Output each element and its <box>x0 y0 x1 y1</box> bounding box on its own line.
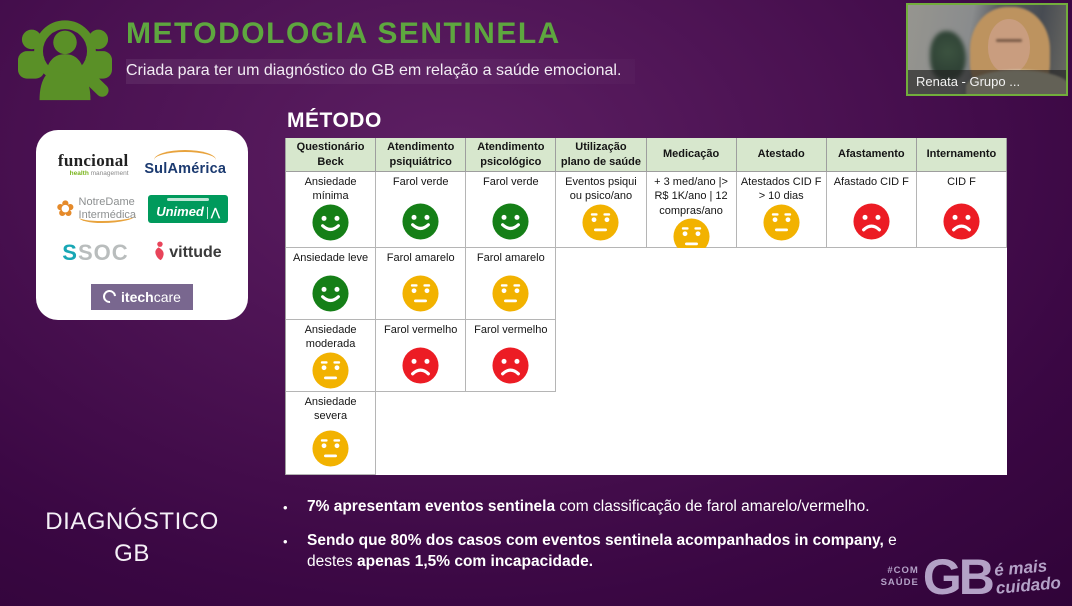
table-cell: Afastado CID F <box>826 172 917 248</box>
logo-row: ✿ NotreDame Intermédica Unimed ⋀ <box>50 194 234 223</box>
method-heading: MÉTODO <box>287 109 382 132</box>
table-cell: Farol verde <box>466 172 557 248</box>
table-cell: CID F <box>916 172 1007 248</box>
slide-subtitle: Criada para ter um diagnóstico do GB em … <box>126 59 636 84</box>
empty-cells <box>556 320 1007 392</box>
cell-text: Ansiedade severa <box>304 396 357 423</box>
table-cell: Ansiedade moderada <box>286 320 377 392</box>
cell-text: Ansiedade moderada <box>304 324 357 351</box>
bullet-text: Sendo que 80% dos casos com eventos sent… <box>307 531 897 570</box>
cell-text: Ansiedade leve <box>292 252 369 264</box>
unimed-logo: Unimed ⋀ <box>148 194 228 223</box>
table-cell: Farol vermelho <box>376 320 467 392</box>
unimed-top-bar <box>167 197 210 201</box>
bullet-dot: • <box>283 533 288 549</box>
face-yellow-icon <box>673 218 710 255</box>
table-cell: Ansiedade severa <box>286 392 377 475</box>
face-yellow-icon <box>492 275 529 312</box>
bullet-notes: • 7% apresentam eventos sentinela com cla… <box>283 497 901 586</box>
table-cell: Farol verde <box>376 172 467 248</box>
table-cell: Ansiedade mínima <box>286 172 377 248</box>
person-eyes <box>996 39 1022 42</box>
column-header: Atendimento psicológico <box>466 138 557 172</box>
itechcare-ring-icon <box>100 287 119 307</box>
table-cell: Atestados CID F > 10 dias <box>736 172 827 248</box>
gb-monogram: GB <box>922 548 995 605</box>
face-green-icon <box>312 204 349 241</box>
table-cell: Eventos psiqui ou psico/ano <box>556 172 647 248</box>
table-cell: Farol amarelo <box>466 248 557 320</box>
face-yellow-icon <box>312 430 349 467</box>
column-header: Utilização plano de saúde <box>556 138 647 172</box>
gb-brand-logo: #COM SAÚDE GB é mais cuidado <box>880 548 1062 605</box>
itechcare-logo: itechcare <box>91 283 193 310</box>
face-green-icon <box>492 203 529 240</box>
cell-text: Farol verde <box>392 176 449 188</box>
face-red-icon <box>943 203 980 240</box>
face-red-icon <box>492 347 529 384</box>
face-red-icon <box>402 347 439 384</box>
funcional-logo: funcional health management <box>57 150 129 177</box>
soc-logo: SSOC <box>62 240 129 266</box>
empty-cells <box>376 392 1007 475</box>
people-magnifier-icon <box>16 12 114 106</box>
table-cell: + 3 med/ano |> R$ 1K/ano | 12 compras/an… <box>646 172 737 255</box>
sulamerica-logo: SulAmérica <box>144 150 226 177</box>
logo-row: SSOC vittude <box>50 240 234 266</box>
cell-text: Farol amarelo <box>386 252 455 264</box>
logo-row: funcional health management SulAmérica <box>50 150 234 177</box>
table-cell: Ansiedade leve <box>286 248 377 320</box>
face-red-icon <box>853 203 890 240</box>
column-header: Atestado <box>736 138 827 172</box>
bullet-item: • 7% apresentam eventos sentinela com cla… <box>283 497 901 518</box>
participant-name-label: Renata - Grupo ... <box>908 70 1066 94</box>
face-green-icon <box>402 203 439 240</box>
cell-text: Atestados CID F > 10 dias <box>740 176 822 203</box>
table-cell: Farol amarelo <box>376 248 467 320</box>
face-yellow-icon <box>582 204 619 241</box>
diagnosis-label: DIAGNÓSTICO GB <box>45 508 219 568</box>
empty-cells <box>556 248 1007 320</box>
face-yellow-icon <box>402 275 439 312</box>
notredame-intermedica-logo: ✿ NotreDame Intermédica <box>56 195 137 223</box>
logo-row: itechcare <box>50 283 234 310</box>
slide-title: METODOLOGIA SENTINELA <box>126 17 561 50</box>
flower-icon: ✿ <box>56 195 75 221</box>
cell-text: Farol verde <box>482 176 539 188</box>
cell-text: Farol vermelho <box>384 324 458 336</box>
column-header: Medicação <box>646 138 737 172</box>
column-header: Afastamento <box>826 138 917 172</box>
face-yellow-icon <box>312 352 349 389</box>
person-face <box>988 19 1030 73</box>
face-green-icon <box>312 275 349 312</box>
webcam-tile[interactable]: Renata - Grupo ... <box>906 3 1068 96</box>
cell-text: CID F <box>947 176 976 188</box>
cell-text: Farol amarelo <box>476 252 545 264</box>
method-table: Questionário Beck Atendimento psiquiátric… <box>285 138 1007 475</box>
bullet-dot: • <box>283 500 288 515</box>
cell-text: Ansiedade mínima <box>304 176 357 203</box>
sulamerica-arc <box>154 150 217 160</box>
bullet-text: 7% apresentam eventos sentinela com clas… <box>307 498 870 515</box>
cell-text: Farol vermelho <box>474 324 548 336</box>
cell-text: Afastado CID F <box>833 176 909 188</box>
cell-text: + 3 med/ano |> R$ 1K/ano | 12 compras/an… <box>654 176 728 217</box>
bullet-item: • Sendo que 80% dos casos com eventos sen… <box>283 531 901 573</box>
column-header: Atendimento psiquiátrico <box>376 138 467 172</box>
vittude-icon <box>153 241 166 266</box>
partner-logo-card: funcional health management SulAmérica ✿… <box>36 130 248 320</box>
table-cell: Farol vermelho <box>466 320 557 392</box>
face-yellow-icon <box>763 204 800 241</box>
column-header: Questionário Beck <box>286 138 377 172</box>
vittude-logo: vittude <box>153 241 222 266</box>
cell-text: Eventos psiqui ou psico/ano <box>565 176 637 203</box>
brand-tagline: é mais cuidado <box>993 556 1062 598</box>
column-header: Internamento <box>916 138 1007 172</box>
